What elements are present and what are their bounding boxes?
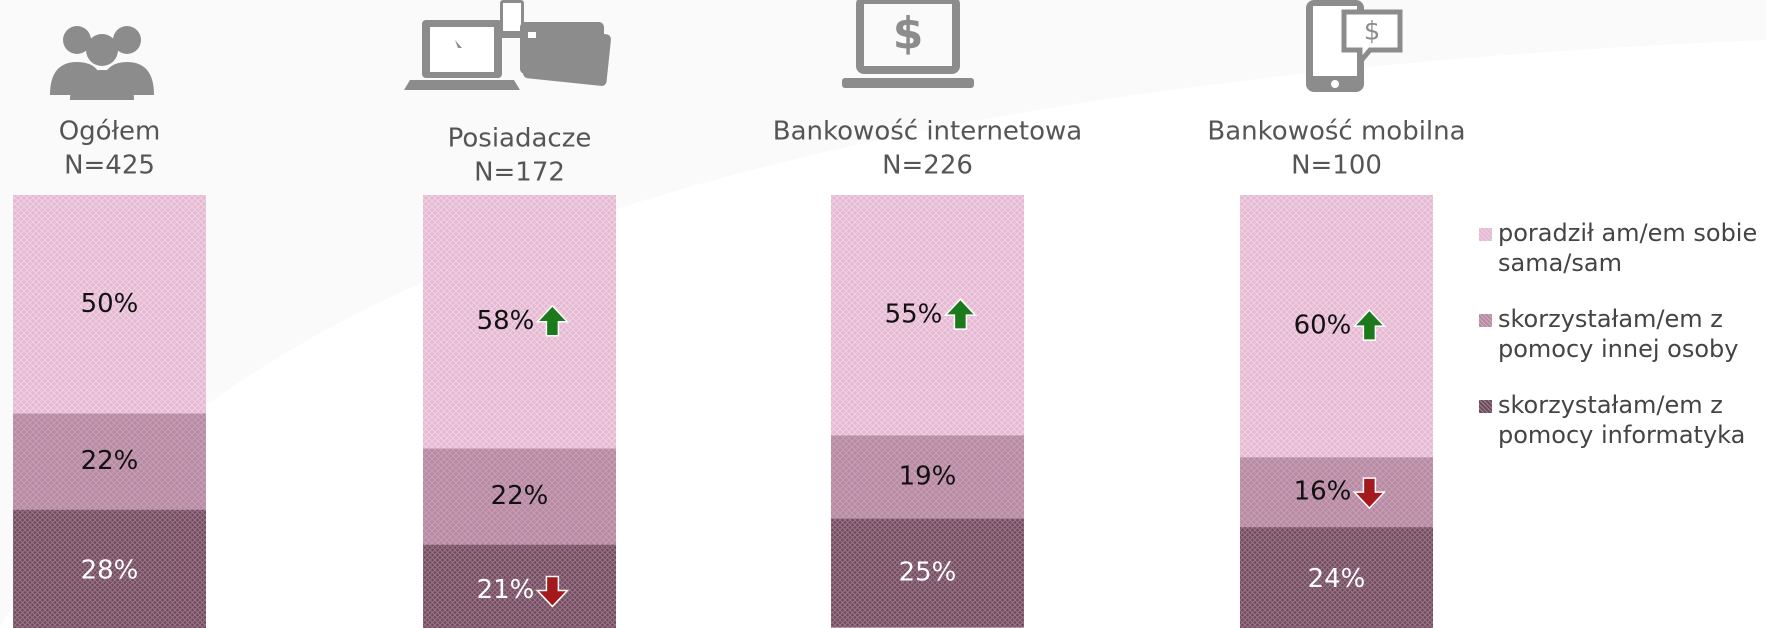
category-label: Bankowość internetowa bbox=[773, 117, 1082, 147]
legend-swatch bbox=[1478, 399, 1493, 414]
legend-swatch bbox=[1478, 313, 1493, 328]
value-label: 16% bbox=[1294, 477, 1352, 507]
bar-segment bbox=[13, 413, 206, 510]
value-label: 24% bbox=[1308, 564, 1366, 594]
sample-size: N=425 bbox=[64, 151, 155, 181]
value-label: 58% bbox=[477, 306, 535, 336]
bar-segment bbox=[423, 195, 616, 449]
legend-label: poradził am/em sobie sama/sam bbox=[1498, 219, 1758, 277]
bar-segment bbox=[1240, 195, 1433, 458]
value-label: 60% bbox=[1294, 311, 1352, 341]
bar-segment bbox=[831, 518, 1024, 628]
significance-arrow bbox=[1352, 309, 1387, 341]
category-label: Ogółem bbox=[59, 117, 161, 147]
significance-arrow bbox=[1352, 477, 1387, 510]
legend-item: skorzystałam/em z pomocy informatyka bbox=[1478, 390, 1758, 450]
sample-size: N=172 bbox=[474, 158, 565, 188]
value-label: 28% bbox=[81, 555, 139, 585]
value-label: 19% bbox=[899, 461, 957, 491]
icon-laptop-card bbox=[404, 0, 611, 90]
significance-arrow bbox=[943, 298, 978, 330]
value-label: 22% bbox=[81, 446, 139, 476]
bar-segment bbox=[831, 435, 1024, 519]
significance-arrow bbox=[535, 304, 570, 337]
bar-segment bbox=[13, 509, 206, 628]
icon-laptop-dollar: $ bbox=[842, 0, 974, 88]
category-label: Bankowość mobilna bbox=[1207, 117, 1465, 147]
legend-swatch bbox=[1478, 227, 1493, 242]
bar-segment bbox=[1240, 527, 1433, 628]
icon-people bbox=[50, 26, 154, 100]
sample-size: N=226 bbox=[882, 151, 973, 181]
bar-segment bbox=[423, 448, 616, 545]
sample-size: N=100 bbox=[1291, 151, 1382, 181]
significance-arrow bbox=[535, 575, 570, 608]
legend-item: skorzystałam/em z pomocy innej osoby bbox=[1478, 304, 1758, 364]
bar-segment bbox=[831, 195, 1024, 436]
value-label: 21% bbox=[477, 575, 535, 605]
value-label: 50% bbox=[81, 289, 139, 319]
icon-phone-dollar: $ bbox=[1306, 0, 1403, 92]
svg-text:$: $ bbox=[893, 8, 924, 59]
legend-label: skorzystałam/em z pomocy informatyka bbox=[1498, 391, 1746, 449]
svg-text:$: $ bbox=[1364, 17, 1381, 47]
legend-item: poradził am/em sobie sama/sam bbox=[1478, 218, 1758, 278]
bar-segment bbox=[1240, 457, 1433, 528]
legend: poradził am/em sobie sama/sam skorzystała… bbox=[1478, 218, 1758, 476]
value-label: 25% bbox=[899, 558, 957, 588]
legend-label: skorzystałam/em z pomocy innej osoby bbox=[1498, 305, 1739, 363]
value-label: 22% bbox=[491, 481, 549, 511]
value-label: 55% bbox=[885, 300, 943, 330]
category-label: Posiadacze bbox=[448, 124, 592, 154]
bar-segment bbox=[13, 195, 206, 414]
bar-segment bbox=[423, 544, 616, 628]
